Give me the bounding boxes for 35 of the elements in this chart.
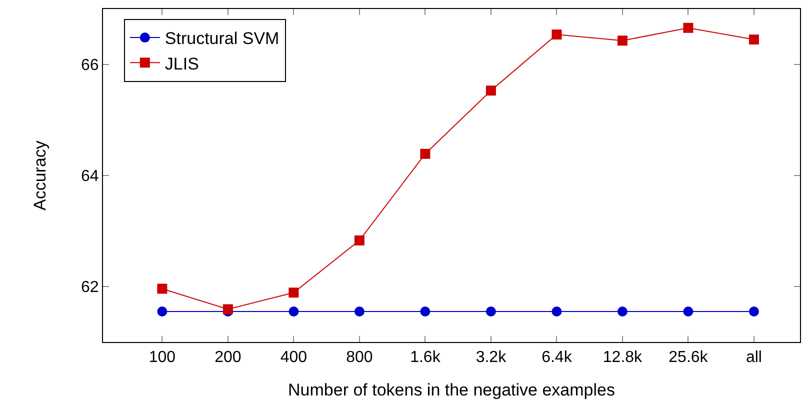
x-tick-label: 400 [280, 349, 308, 366]
x-tick-label: 12.8k [602, 349, 644, 366]
point [552, 30, 562, 40]
point [157, 306, 168, 316]
x-tick-label: 100 [148, 349, 176, 366]
point [486, 86, 496, 96]
legend-label: Structural SVM [164, 29, 280, 48]
x-tick-label: 800 [346, 349, 373, 366]
point [288, 306, 299, 316]
point [288, 288, 299, 298]
x-tick-label: 3.2k [476, 349, 508, 366]
x-tick-label: 200 [214, 349, 242, 366]
x-tick-label: 6.4k [542, 349, 573, 366]
legend-label: JLIS [164, 54, 199, 74]
point [748, 306, 759, 316]
point [683, 22, 694, 33]
y-tick-label: 64 [81, 168, 99, 186]
x-axis-title: Number of tokens in the negative examples [288, 380, 615, 400]
x-tick-label: all [746, 349, 762, 366]
x-tick-label: 1.6k [410, 349, 442, 366]
point [683, 306, 694, 316]
point [420, 148, 430, 159]
point [157, 284, 168, 294]
point [354, 306, 364, 316]
point [617, 306, 628, 316]
point [486, 306, 496, 316]
point [552, 306, 562, 316]
point [354, 235, 364, 246]
point [748, 34, 759, 45]
point [420, 306, 430, 316]
point [617, 36, 628, 46]
y-axis-title: Accuracy [30, 140, 50, 210]
x-tick-label: 25.6k [668, 349, 709, 366]
y-tick-label: 66 [81, 57, 99, 74]
y-tick-label: 62 [81, 279, 99, 296]
